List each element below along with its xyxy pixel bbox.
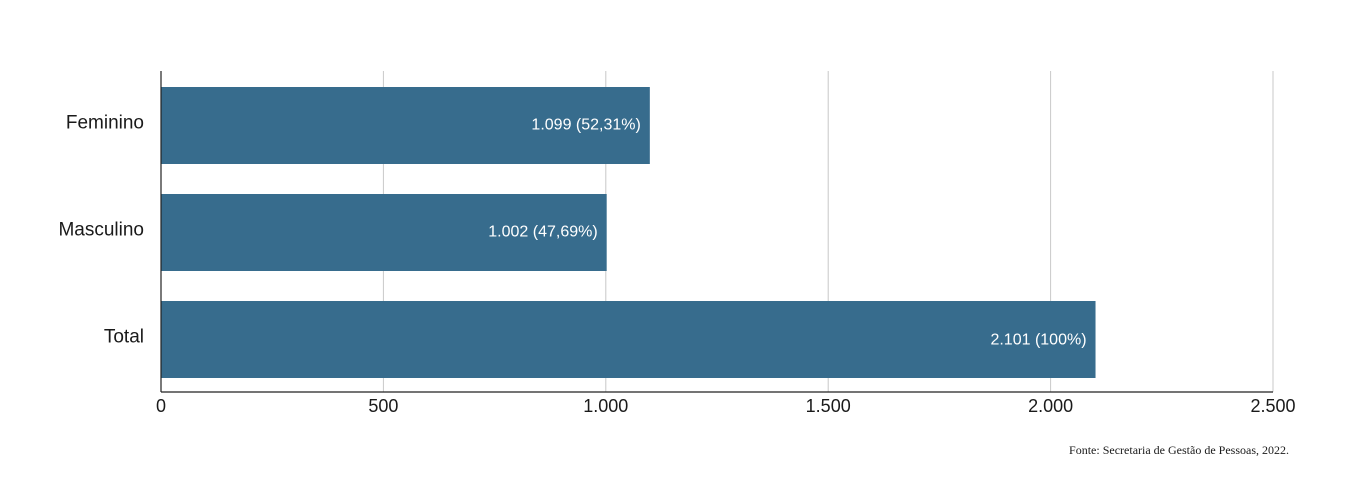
data-label: 1.002 (47,69%): [488, 224, 597, 241]
x-tick-label: 0: [156, 396, 166, 416]
bar-masculino: [161, 194, 607, 271]
axes: [160, 71, 1273, 393]
category-label: Total: [104, 327, 144, 348]
data-label: 2.101 (100%): [990, 332, 1086, 349]
data-label: 1.099 (52,31%): [531, 117, 640, 134]
category-label: Feminino: [66, 113, 144, 134]
x-tick-label: 2.500: [1250, 396, 1295, 416]
source-note: Fonte: Secretaria de Gestão de Pessoas, …: [1069, 443, 1289, 457]
bars: [161, 87, 1096, 378]
x-tick-label: 1.500: [806, 396, 851, 416]
labels: 0 500 1.000 1.500 2.000 2.500 Feminino 1.099 (5…: [58, 113, 1295, 416]
x-tick-label: 1.000: [583, 396, 628, 416]
x-tick-label: 2.000: [1028, 396, 1073, 416]
bar-feminino: [161, 87, 650, 164]
category-label: Masculino: [58, 220, 144, 241]
bar-total: [161, 301, 1096, 378]
x-tick-label: 500: [368, 396, 398, 416]
